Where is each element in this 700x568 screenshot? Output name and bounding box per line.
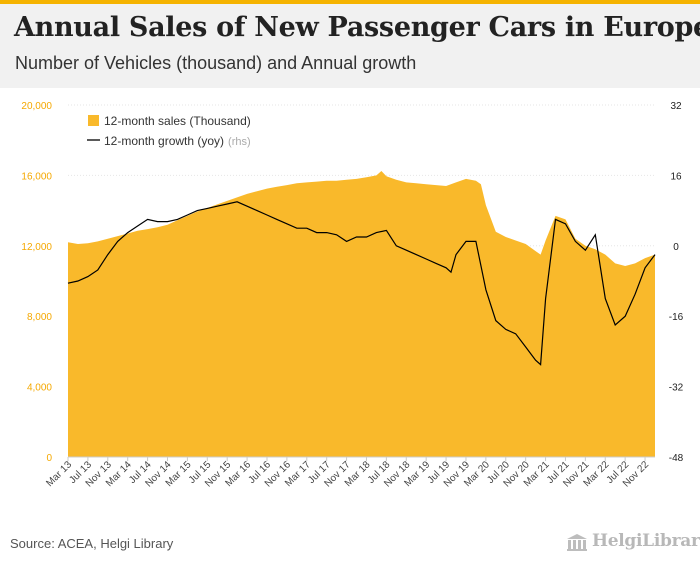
legend-label-sales: 12-month sales (Thousand) [104,114,251,128]
library-columns-icon [567,534,587,551]
legend-label-growth: 12-month growth (yoy) (rhs) [104,134,251,148]
right-axis: -48 -32 -16 0 16 32 [669,101,684,464]
right-tick-label: -32 [669,383,684,394]
left-tick-label: 12,000 [21,242,52,253]
left-tick-label: 0 [46,453,52,464]
left-tick-label: 4,000 [27,383,52,394]
growth-line-layer [67,201,656,366]
right-tick-label: -16 [669,312,684,323]
legend-swatch-sales [88,115,99,126]
source-note: Source: ACEA, Helgi Library [10,536,174,551]
right-tick-label: 32 [670,101,682,112]
left-tick-label: 20,000 [21,101,52,112]
legend-growth-rhs: (rhs) [228,136,251,148]
growth-line [67,201,656,366]
right-tick-label: 0 [673,242,679,253]
sales-area [68,171,655,457]
chart-plot: 0 4,000 8,000 12,000 16,000 20,000 -48 -32 -16 0… [21,101,684,490]
right-tick-label: -48 [669,453,684,464]
left-axis: 0 4,000 8,000 12,000 16,000 20,000 [21,101,52,464]
sales-area-layer [68,171,655,457]
left-tick-label: 8,000 [27,312,52,323]
helgi-logo: HelgiLibrary [566,531,700,551]
left-tick-label: 16,000 [21,171,52,182]
chart-header: Annual Sales of New Passenger Cars in Eu… [0,0,700,88]
accent-bar [0,0,700,4]
chart-subtitle: Number of Vehicles (thousand) and Annual… [15,53,417,73]
legend: 12-month sales (Thousand) 12-month growt… [87,114,251,148]
chart-title: Annual Sales of New Passenger Cars in Eu… [14,12,700,43]
right-tick-label: 16 [670,171,682,182]
legend-growth-name: 12-month growth (yoy) [104,134,224,148]
logo-text: HelgiLibrary [592,531,700,551]
